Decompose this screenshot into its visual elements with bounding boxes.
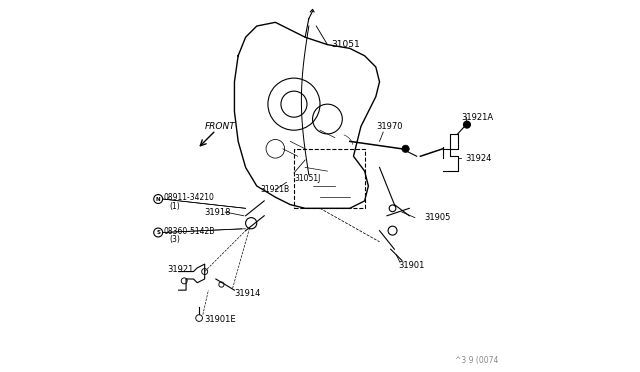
Text: FRONT: FRONT xyxy=(205,122,236,131)
Text: ^3 9 (0074: ^3 9 (0074 xyxy=(455,356,499,365)
Text: 31905: 31905 xyxy=(424,213,451,222)
Text: 31921A: 31921A xyxy=(461,113,493,122)
Text: 31914: 31914 xyxy=(234,289,261,298)
Text: S: S xyxy=(156,230,160,235)
Text: 31901E: 31901E xyxy=(205,315,236,324)
Circle shape xyxy=(463,121,470,128)
Text: 31051: 31051 xyxy=(331,40,360,49)
Text: 08911-34210: 08911-34210 xyxy=(164,193,214,202)
Circle shape xyxy=(402,145,410,153)
Text: 31051J: 31051J xyxy=(294,174,321,183)
Text: 31901: 31901 xyxy=(398,262,424,270)
Text: 31918: 31918 xyxy=(205,208,231,217)
Text: N: N xyxy=(156,196,161,202)
Text: 31921B: 31921B xyxy=(260,185,290,194)
Text: 31924: 31924 xyxy=(465,154,492,163)
Text: (3): (3) xyxy=(170,235,180,244)
Text: 08360-5142B: 08360-5142B xyxy=(164,227,215,236)
Text: 31970: 31970 xyxy=(376,122,403,131)
Text: 31921: 31921 xyxy=(168,265,194,274)
Text: (1): (1) xyxy=(170,202,180,211)
